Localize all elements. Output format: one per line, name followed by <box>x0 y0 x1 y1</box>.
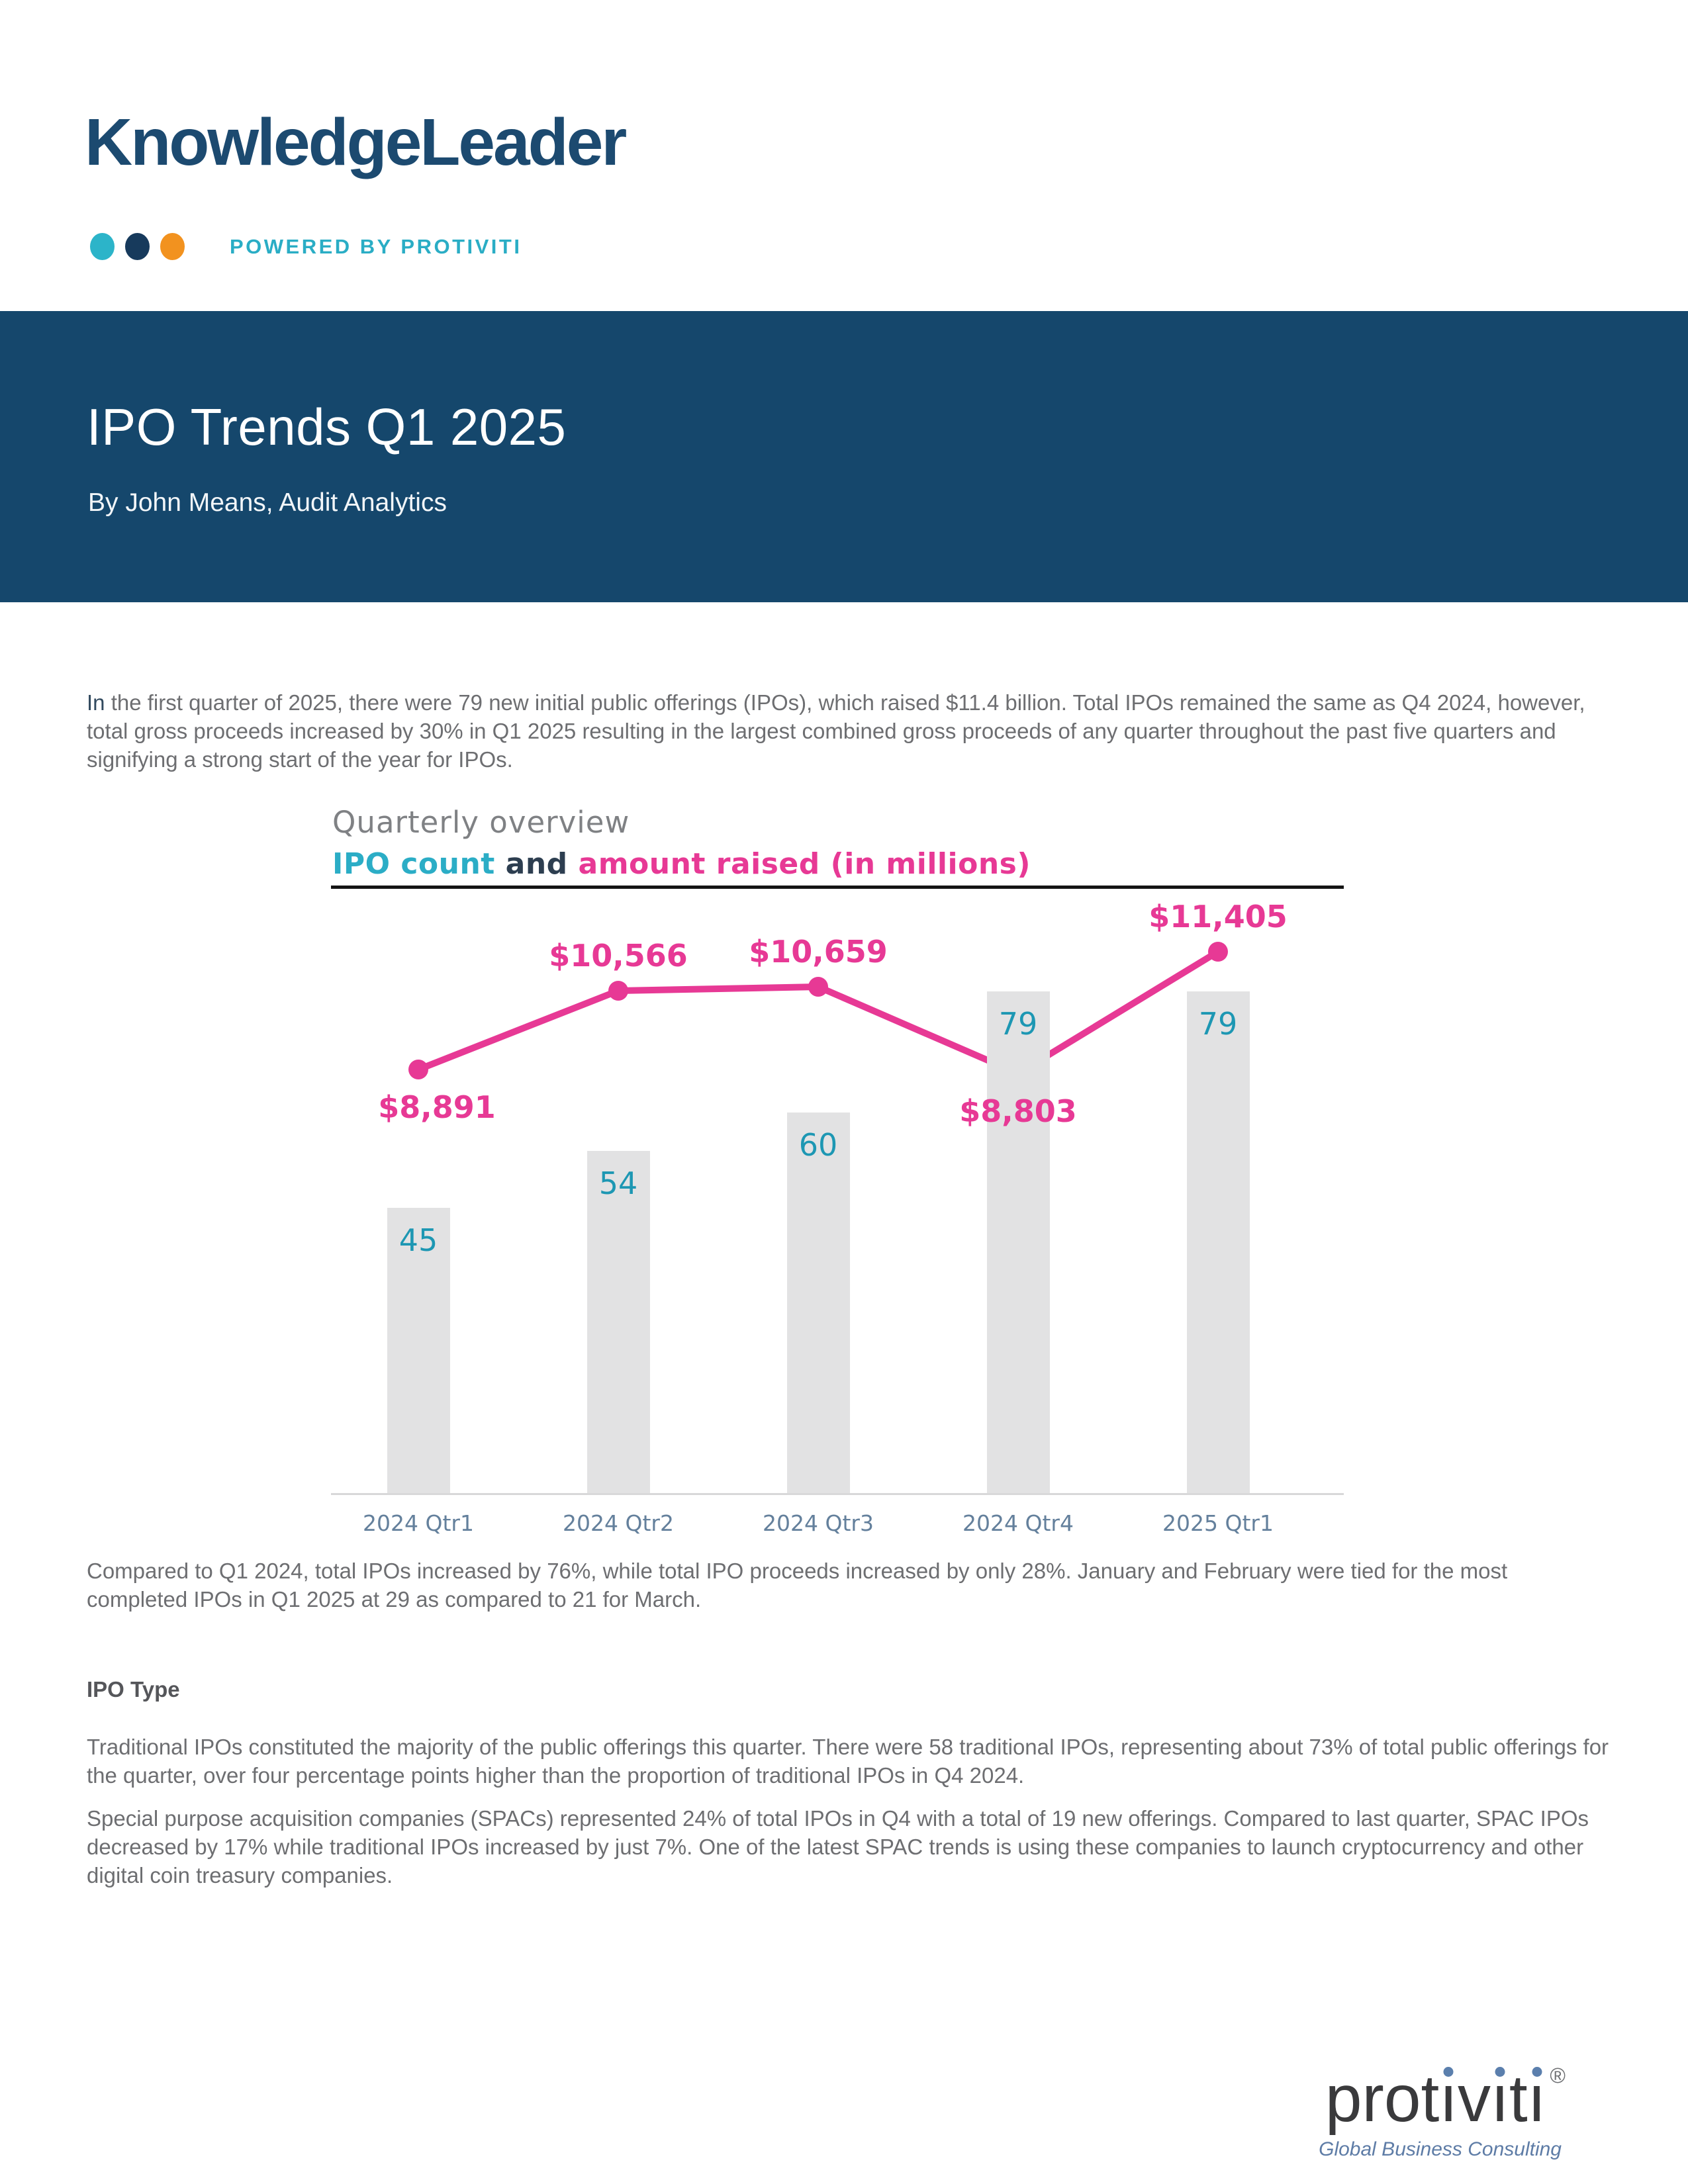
bar-2024-qtr3 <box>786 1113 850 1494</box>
bar-2024-qtr4 <box>986 991 1050 1494</box>
chart-subtitle-part: and <box>494 847 579 881</box>
brand-dot-teal-icon <box>90 233 115 260</box>
chart-title: Quarterly overview <box>332 805 630 840</box>
chart-subtitle-part: IPO count <box>332 847 495 881</box>
i-dot-icon <box>1532 2067 1542 2077</box>
amount-label-2024-qtr4: $8,803 <box>959 1093 1077 1129</box>
bar-2025-qtr1 <box>1186 991 1250 1494</box>
protiviti-logo: protı vı tı ® <box>1319 2064 1566 2132</box>
i-dot-icon <box>1495 2067 1505 2077</box>
byline: By John Means, Audit Analytics <box>88 488 447 517</box>
page-title: IPO Trends Q1 2025 <box>87 398 567 456</box>
intro-lead-word: In <box>87 690 105 715</box>
count-label-2024-qtr2: 54 <box>598 1165 638 1201</box>
registered-trademark-icon: ® <box>1550 2064 1566 2087</box>
x-axis-line <box>331 1493 1344 1495</box>
count-label-2025-qtr1: 79 <box>1198 1006 1238 1042</box>
quarterly-overview-chart: Quarterly overview IPO count and amount … <box>331 805 1344 1553</box>
i-dot-icon <box>1443 2067 1454 2077</box>
protiviti-wordmark: protı vı tı <box>1325 2062 1546 2136</box>
x-axis-label-2024-qtr4: 2024 Qtr4 <box>962 1510 1074 1536</box>
intro-text: the first quarter of 2025, there were 79… <box>87 690 1585 772</box>
bar-2024-qtr1 <box>387 1208 450 1494</box>
comparison-paragraph: Compared to Q1 2024, total IPOs increase… <box>87 1559 1508 1612</box>
protiviti-letter-i: ı <box>1527 2062 1546 2136</box>
x-axis-label-2024-qtr2: 2024 Qtr2 <box>563 1510 674 1536</box>
amount-label-2024-qtr2: $10,566 <box>549 938 688 974</box>
chart-plot-area: 45 54 60 79 79 $8,891 $10,566 $10,659 $8,803 $11,… <box>331 886 1344 1494</box>
protiviti-letter-i: ı <box>1439 2062 1458 2136</box>
section-heading-ipo-type: IPO Type <box>87 1677 180 1702</box>
count-label-2024-qtr4: 79 <box>998 1006 1038 1042</box>
amount-label-2025-qtr1: $11,405 <box>1149 899 1288 934</box>
chart-subtitle: IPO count and amount raised (in millions… <box>332 847 1031 881</box>
count-label-2024-qtr1: 45 <box>399 1222 438 1258</box>
count-label-2024-qtr3: 60 <box>798 1127 838 1163</box>
brand-dot-orange-icon <box>160 233 185 260</box>
ipo-type-paragraph-1: Traditional IPOs constituted the majorit… <box>87 1735 1609 1788</box>
x-axis-label-2025-qtr1: 2025 Qtr1 <box>1162 1510 1274 1536</box>
protiviti-tagline: Global Business Consulting <box>1319 2138 1562 2160</box>
x-axis-label-2024-qtr3: 2024 Qtr3 <box>763 1510 874 1536</box>
chart-subtitle-part: amount raised (in millions) <box>578 847 1031 881</box>
bar-2024-qtr2 <box>586 1151 650 1494</box>
protiviti-letter-i: ı <box>1491 2062 1509 2136</box>
x-axis-label-2024-qtr1: 2024 Qtr1 <box>363 1510 474 1536</box>
powered-by-protiviti-label: POWERED BY PROTIVITI <box>230 234 522 258</box>
protiviti-logo-block: protı vı tı ® Global Business Consulting <box>1319 2064 1566 2161</box>
brand-dot-navy-icon <box>125 233 150 260</box>
title-banner: IPO Trends Q1 2025 By John Means, Audit … <box>0 311 1688 602</box>
knowledgeleader-logo: KnowledgeLeader <box>85 105 627 179</box>
amount-raised-line-series <box>408 942 1228 1083</box>
ipo-type-paragraph-2: Special purpose acquisition companies (S… <box>87 1806 1589 1888</box>
amount-label-2024-qtr3: $10,659 <box>749 934 888 970</box>
brand-row: POWERED BY PROTIVITI <box>90 233 522 260</box>
intro-paragraph: In the first quarter of 2025, there were… <box>87 688 1609 774</box>
chart-title-rule <box>331 886 1344 889</box>
amount-label-2024-qtr1: $8,891 <box>378 1089 496 1125</box>
